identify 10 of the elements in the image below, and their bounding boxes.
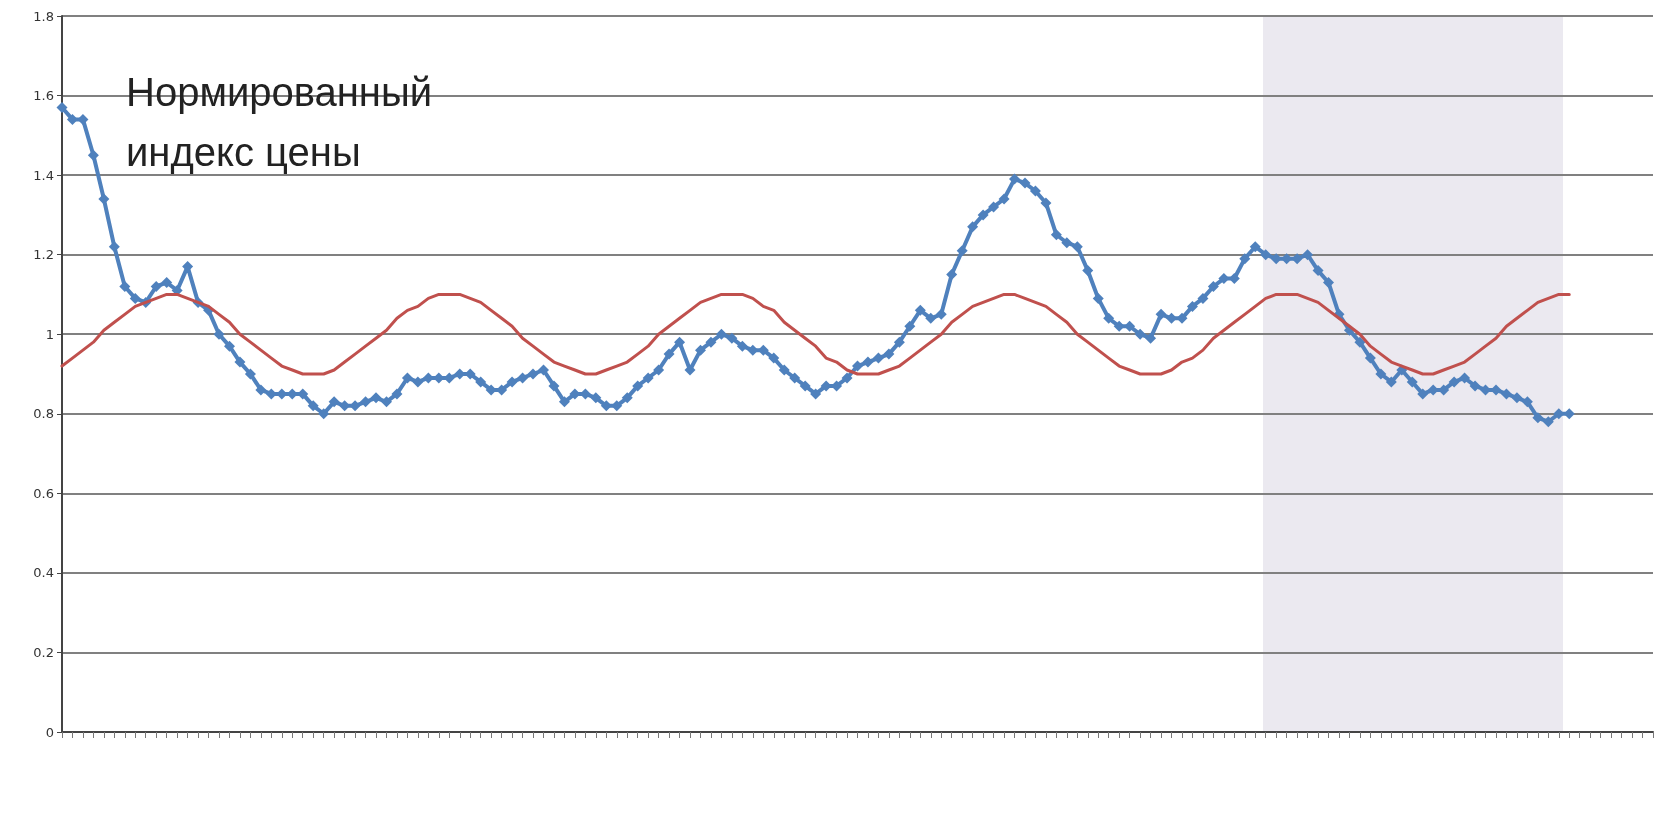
y-tick-label: 0.4 (33, 565, 54, 581)
y-tick-label: 0.2 (33, 644, 54, 660)
y-tick-label: 1.4 (33, 167, 54, 183)
y-tick-label: 1.8 (33, 8, 54, 24)
y-tick-label: 1 (45, 326, 54, 342)
y-tick-label: 1.2 (33, 247, 54, 263)
y-tick-label: 0.6 (33, 485, 54, 501)
y-tick-label: 1.6 (33, 88, 54, 104)
y-tick-label: 0 (45, 724, 54, 740)
y-tick-label: 0.8 (33, 406, 54, 422)
